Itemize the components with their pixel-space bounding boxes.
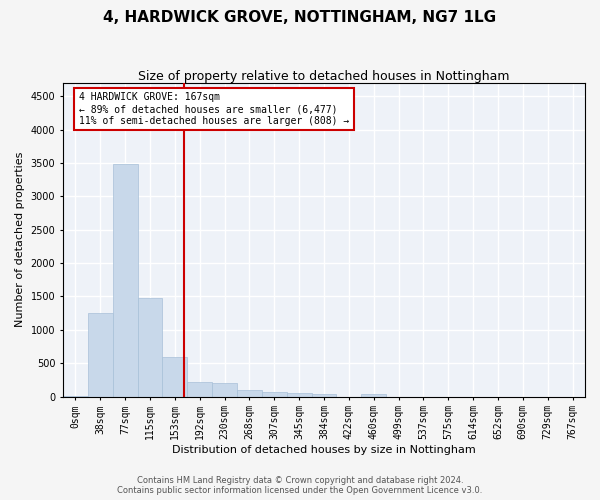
X-axis label: Distribution of detached houses by size in Nottingham: Distribution of detached houses by size …: [172, 445, 476, 455]
Text: 4, HARDWICK GROVE, NOTTINGHAM, NG7 1LG: 4, HARDWICK GROVE, NOTTINGHAM, NG7 1LG: [103, 10, 497, 25]
Y-axis label: Number of detached properties: Number of detached properties: [15, 152, 25, 328]
Text: 4 HARDWICK GROVE: 167sqm
← 89% of detached houses are smaller (6,477)
11% of sem: 4 HARDWICK GROVE: 167sqm ← 89% of detach…: [79, 92, 349, 126]
Bar: [212, 383, 237, 396]
Bar: [311, 394, 337, 396]
Bar: [113, 164, 137, 396]
Bar: [361, 394, 386, 396]
Bar: [137, 298, 163, 396]
Bar: [262, 392, 287, 396]
Bar: [287, 393, 311, 396]
Bar: [88, 313, 113, 396]
Bar: [237, 390, 262, 396]
Bar: [163, 356, 187, 397]
Title: Size of property relative to detached houses in Nottingham: Size of property relative to detached ho…: [138, 70, 510, 83]
Text: Contains HM Land Registry data © Crown copyright and database right 2024.
Contai: Contains HM Land Registry data © Crown c…: [118, 476, 482, 495]
Bar: [187, 382, 212, 396]
